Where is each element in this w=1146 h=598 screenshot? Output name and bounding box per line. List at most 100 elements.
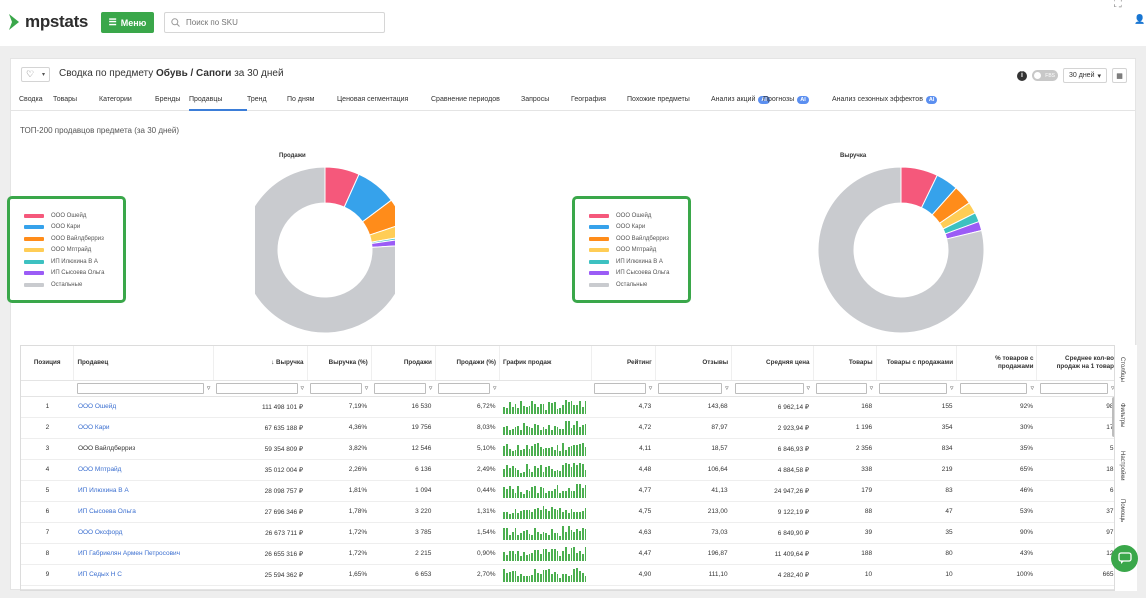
legend-item[interactable]: Остальные — [589, 279, 688, 291]
filter-input[interactable] — [816, 382, 867, 394]
legend-item[interactable]: ИП Илюхина В А — [589, 256, 688, 268]
tab-8[interactable]: Ценовая сегментация — [337, 89, 431, 111]
sales-sparkline[interactable] — [499, 522, 592, 544]
filter-input[interactable] — [879, 382, 948, 394]
chat-button[interactable] — [1111, 545, 1138, 572]
col-sales[interactable]: Продажи — [371, 346, 436, 381]
filter-input[interactable] — [310, 382, 362, 394]
tab-3[interactable]: Категории — [99, 89, 155, 111]
col-avg-sales-per-item[interactable]: Среднее кол-во продаж на 1 товар — [1036, 346, 1118, 381]
tab-6[interactable]: Тренд — [247, 89, 287, 111]
sales-sparkline[interactable] — [499, 396, 592, 418]
filter-icon[interactable]: ▿ — [806, 385, 811, 392]
sales-sparkline[interactable] — [499, 480, 592, 502]
legend-item[interactable]: ООО Вайлдберриз — [589, 233, 688, 245]
tab-9[interactable]: Сравнение периодов — [431, 89, 521, 111]
donut-slice[interactable] — [255, 166, 395, 334]
tab-14[interactable]: Прогнозы AI — [763, 89, 832, 111]
filter-input[interactable] — [734, 382, 804, 394]
tab-11[interactable]: География — [571, 89, 627, 111]
filter-icon[interactable]: ▿ — [648, 385, 653, 392]
cell-seller[interactable]: ООО Оксфорд — [73, 522, 214, 544]
filter-icon[interactable]: ▿ — [364, 385, 369, 392]
filter-icon[interactable]: ▿ — [1030, 385, 1034, 392]
filter-icon[interactable]: ▿ — [1110, 385, 1115, 392]
logo[interactable]: mpstats — [8, 12, 88, 32]
side-tool-1[interactable]: Столбцы — [1119, 357, 1125, 382]
tab-12[interactable]: Похожие предметы — [627, 89, 711, 111]
tab-15[interactable]: Анализ сезонных эффектов AI — [832, 89, 952, 111]
sales-sparkline[interactable] — [499, 564, 592, 586]
legend-item[interactable]: ООО Ошейд — [589, 210, 688, 222]
legend-item[interactable]: ООО Ошейд — [24, 210, 123, 222]
user-icon[interactable]: 👤 — [1134, 14, 1146, 24]
cell-seller[interactable]: ООО Кари — [73, 417, 214, 439]
filter-input[interactable] — [594, 382, 646, 394]
col-pct-items-sales[interactable]: % товаров с продажами — [956, 346, 1038, 381]
legend-item[interactable]: ИП Сысоева Ольга — [24, 268, 123, 280]
legend-item[interactable]: ООО Вайлдберриз — [24, 233, 123, 245]
donut-slice[interactable] — [817, 166, 985, 334]
side-tool-4[interactable]: Помощь — [1119, 499, 1125, 522]
tab-13[interactable]: Анализ акций AI — [711, 89, 770, 111]
search-input[interactable] — [186, 18, 366, 27]
filter-icon[interactable]: ▿ — [725, 385, 729, 392]
col-sales-pct[interactable]: Продажи (%) — [435, 346, 500, 381]
col-position[interactable]: Позиция — [21, 346, 75, 381]
search-box[interactable] — [164, 12, 385, 33]
calendar-icon[interactable]: ▦ — [1112, 68, 1127, 83]
filter-input[interactable] — [438, 382, 490, 394]
sales-sparkline[interactable] — [499, 543, 592, 565]
filter-icon[interactable]: ▿ — [950, 385, 954, 392]
legend-item[interactable]: ИП Сысоева Ольга — [589, 268, 688, 280]
tab-10[interactable]: Запросы — [521, 89, 571, 111]
filter-icon[interactable]: ▿ — [428, 385, 433, 392]
sales-sparkline[interactable] — [499, 459, 592, 481]
cell-seller[interactable]: ООО Ошейд — [73, 396, 214, 418]
filter-icon[interactable]: ▿ — [300, 385, 305, 392]
filter-icon[interactable]: ▿ — [869, 385, 874, 392]
col-revenue[interactable]: ↓ Выручка — [213, 346, 308, 381]
tab-7[interactable]: По дням — [287, 89, 337, 111]
filter-input[interactable] — [374, 382, 426, 394]
filter-input[interactable] — [658, 382, 723, 394]
filter-input[interactable] — [76, 382, 204, 394]
filter-input[interactable] — [959, 382, 1028, 394]
filter-icon[interactable]: ▿ — [492, 385, 497, 392]
side-tool-3[interactable]: Настройки — [1119, 451, 1125, 480]
legend-item[interactable]: ООО Кари — [24, 222, 123, 234]
col-rating[interactable]: Рейтинг — [591, 346, 656, 381]
col-reviews[interactable]: Отзывы — [655, 346, 733, 381]
col-avg-price[interactable]: Средняя цена — [731, 346, 814, 381]
legend-item[interactable]: ООО Мптрайд — [24, 245, 123, 257]
cell-seller[interactable]: ИП Илюхина В А — [73, 480, 214, 502]
side-tool-2[interactable]: Фильтры — [1119, 403, 1125, 427]
tab-1[interactable]: Сводка — [19, 89, 53, 111]
tab-5[interactable]: Продавцы — [189, 89, 247, 111]
cell-seller[interactable]: ООО Мптрайд — [73, 459, 214, 481]
legend-item[interactable]: ИП Илюхина В А — [24, 256, 123, 268]
sales-sparkline[interactable] — [499, 438, 592, 460]
tab-4[interactable]: Бренды — [155, 89, 189, 111]
sales-sparkline[interactable] — [499, 501, 592, 523]
filter-input[interactable] — [1039, 382, 1108, 394]
col-items[interactable]: Товары — [813, 346, 877, 381]
legend-item[interactable]: Остальные — [24, 279, 123, 291]
menu-button[interactable]: ☰ Меню — [101, 12, 154, 33]
sales-sparkline[interactable] — [499, 417, 592, 439]
info-icon[interactable]: i — [1017, 70, 1027, 81]
col-seller[interactable]: Продавец — [73, 346, 214, 381]
col-revenue-pct[interactable]: Выручка (%) — [307, 346, 372, 381]
legend-item[interactable]: ООО Мптрайд — [589, 245, 688, 257]
legend-item[interactable]: ООО Кари — [589, 222, 688, 234]
cell-seller[interactable]: ИП Седых Н С — [73, 564, 214, 586]
period-select[interactable]: 30 дней ▾ — [1063, 68, 1107, 83]
cell-seller[interactable]: ИП Габриелян Армен Петросович — [73, 543, 214, 565]
fbs-toggle[interactable]: FBS — [1032, 70, 1058, 81]
filter-icon[interactable]: ▿ — [206, 385, 211, 392]
favorite-dropdown[interactable]: ♡ ▾ — [21, 67, 50, 82]
filter-input[interactable] — [216, 382, 298, 394]
tab-2[interactable]: Товары — [53, 89, 99, 111]
col-sales-graph[interactable]: График продаж — [499, 346, 592, 381]
col-items-with-sales[interactable]: Товары с продажами — [876, 346, 958, 381]
